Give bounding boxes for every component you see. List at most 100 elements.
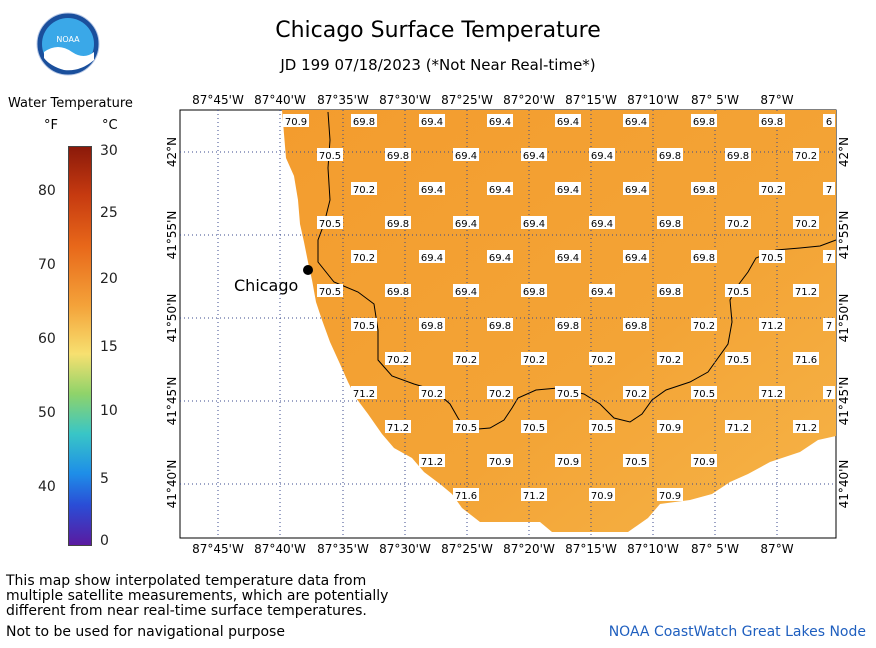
noaa-logo-text: NOAA: [56, 35, 80, 44]
axis-labels: 87°45'W 87°40'W 87°35'W 87°30'W 87°25'W 87°20…: [165, 93, 851, 556]
svg-text:69.8: 69.8: [489, 321, 511, 332]
right-lat-label: 41°45'N: [837, 377, 851, 426]
temperature-contour: [317, 111, 837, 431]
credit-link[interactable]: NOAA CoastWatch Great Lakes Node: [608, 624, 866, 640]
temperature-value: 70.2: [419, 386, 445, 400]
temperature-value: 70.5: [725, 284, 751, 298]
svg-text:70.2: 70.2: [625, 389, 647, 400]
svg-text:69.8: 69.8: [659, 151, 681, 162]
svg-text:70.2: 70.2: [727, 219, 749, 230]
svg-text:69.8: 69.8: [659, 219, 681, 230]
navigation-note: Not to be used for navigational purpose: [6, 624, 285, 640]
svg-text:70.2: 70.2: [421, 389, 443, 400]
legend-unit-c: °C: [102, 118, 118, 133]
svg-text:69.4: 69.4: [523, 219, 545, 230]
svg-text:70.9: 70.9: [659, 491, 681, 502]
temperature-value: 70.2: [793, 148, 819, 162]
svg-text:70.5: 70.5: [625, 457, 647, 468]
temperature-value: 71.2: [351, 386, 377, 400]
legend-c-tick: 5: [100, 471, 109, 487]
bottom-lon-label: 87°40'W: [254, 542, 306, 556]
svg-text:69.8: 69.8: [557, 321, 579, 332]
disclaimer-line: This map show interpolated temperature d…: [6, 573, 367, 589]
temperature-value: 69.4: [453, 216, 479, 230]
svg-text:70.5: 70.5: [523, 423, 545, 434]
svg-text:69.4: 69.4: [455, 287, 477, 298]
temperature-value: 70.5: [759, 250, 785, 264]
top-lon-label: 87°20'W: [503, 93, 555, 107]
svg-text:70.2: 70.2: [659, 355, 681, 366]
legend-c-tick: 30: [100, 143, 118, 159]
svg-text:71.2: 71.2: [727, 423, 749, 434]
svg-text:71.2: 71.2: [421, 457, 443, 468]
page-title: Chicago Surface Temperature: [275, 18, 601, 43]
bottom-lon-label: 87°25'W: [441, 542, 493, 556]
bottom-lon-label: 87°20'W: [503, 542, 555, 556]
temperature-value: 71.2: [793, 284, 819, 298]
svg-text:70.2: 70.2: [353, 253, 375, 264]
svg-text:69.4: 69.4: [591, 287, 613, 298]
svg-text:71.2: 71.2: [761, 321, 783, 332]
svg-text:70.2: 70.2: [523, 355, 545, 366]
temperature-value: 69.4: [487, 182, 513, 196]
svg-text:70.5: 70.5: [455, 423, 477, 434]
bottom-lon-label: 87°W: [760, 542, 793, 556]
temperature-value: 70.5: [317, 148, 343, 162]
svg-text:69.8: 69.8: [761, 117, 783, 128]
svg-text:7: 7: [826, 253, 832, 264]
svg-text:69.4: 69.4: [421, 117, 443, 128]
right-lat-label: 41°50'N: [837, 294, 851, 343]
temperature-value: 69.4: [555, 114, 581, 128]
temperature-value: 7: [823, 386, 835, 400]
temperature-value: 69.8: [555, 318, 581, 332]
svg-text:70.5: 70.5: [319, 219, 341, 230]
temperature-value: 69.4: [419, 114, 445, 128]
temperature-value: 69.4: [521, 148, 547, 162]
svg-text:71.2: 71.2: [795, 287, 817, 298]
chicago-marker: [303, 265, 313, 275]
svg-text:70.5: 70.5: [727, 287, 749, 298]
svg-text:70.5: 70.5: [319, 151, 341, 162]
svg-text:70.2: 70.2: [795, 151, 817, 162]
legend-f-tick: 80: [38, 183, 56, 199]
city-label: Chicago: [234, 276, 298, 295]
temperature-value: 70.2: [351, 250, 377, 264]
svg-text:70.5: 70.5: [353, 321, 375, 332]
top-lon-label: 87°15'W: [565, 93, 617, 107]
bottom-lon-label: 87°15'W: [565, 542, 617, 556]
svg-text:69.8: 69.8: [387, 219, 409, 230]
svg-text:69.4: 69.4: [557, 185, 579, 196]
temperature-value: 70.5: [691, 386, 717, 400]
legend-c-tick: 0: [100, 533, 109, 549]
temperature-value: 70.2: [691, 318, 717, 332]
temperature-value: 70.2: [385, 352, 411, 366]
svg-text:69.8: 69.8: [693, 185, 715, 196]
top-lon-label: 87°30'W: [379, 93, 431, 107]
temperature-value: 69.8: [487, 318, 513, 332]
top-lon-label: 87°W: [760, 93, 793, 107]
svg-text:69.4: 69.4: [557, 253, 579, 264]
temperature-color-bar: [68, 146, 92, 546]
temperature-value: 69.8: [691, 114, 717, 128]
temperature-value: 69.8: [419, 318, 445, 332]
legend-f-tick: 60: [38, 331, 56, 347]
temperature-value: 69.4: [453, 148, 479, 162]
svg-text:69.4: 69.4: [523, 151, 545, 162]
svg-text:69.8: 69.8: [387, 287, 409, 298]
temperature-value: 69.8: [385, 148, 411, 162]
svg-text:70.2: 70.2: [591, 355, 613, 366]
temperature-value: 70.5: [555, 386, 581, 400]
temperature-value: 71.2: [759, 386, 785, 400]
temperature-value: 70.9: [589, 488, 615, 502]
temperature-value: 69.4: [555, 182, 581, 196]
temperature-value: 69.8: [725, 148, 751, 162]
legend-title: Water Temperature: [8, 96, 133, 111]
temperature-value: 69.8: [759, 114, 785, 128]
svg-text:70.5: 70.5: [727, 355, 749, 366]
temperature-value: 70.9: [657, 488, 683, 502]
temperature-value: 70.2: [351, 182, 377, 196]
legend-f-tick: 40: [38, 479, 56, 495]
svg-text:69.8: 69.8: [353, 117, 375, 128]
page-subtitle: JD 199 07/18/2023 (*Not Near Real-time*): [280, 56, 596, 74]
temperature-value: 71.2: [521, 488, 547, 502]
